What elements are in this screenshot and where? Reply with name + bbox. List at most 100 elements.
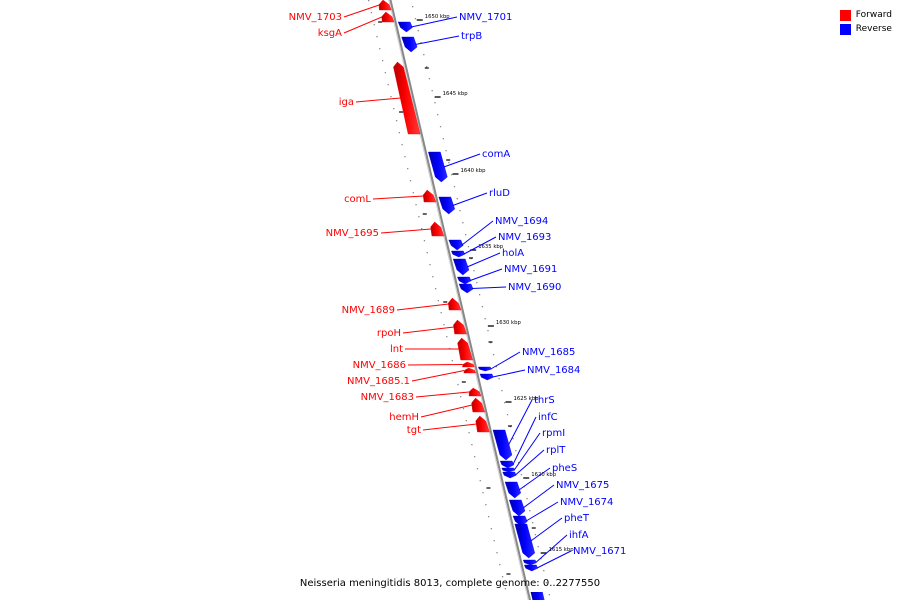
gene-label[interactable]: NMV_1686 bbox=[353, 360, 406, 371]
gene-feature[interactable] bbox=[522, 559, 537, 566]
track-dot bbox=[490, 528, 493, 530]
gene-feature[interactable] bbox=[475, 415, 490, 433]
gene-feature[interactable] bbox=[448, 297, 462, 311]
track-dot bbox=[481, 306, 484, 308]
track-dot bbox=[467, 246, 470, 248]
gene-leader-line bbox=[443, 153, 481, 168]
track-dot bbox=[531, 522, 534, 524]
genome-caption: Neisseria meningitidis 8013, complete ge… bbox=[299, 578, 601, 589]
gene-label[interactable]: NMV_1685 bbox=[522, 347, 575, 358]
gene-feature[interactable] bbox=[514, 523, 535, 559]
gene-feature[interactable] bbox=[468, 387, 482, 397]
gene-feature[interactable] bbox=[430, 221, 445, 237]
gene-feature[interactable] bbox=[508, 499, 526, 517]
gene-feature[interactable] bbox=[478, 366, 492, 372]
gene-label[interactable]: thrS bbox=[534, 395, 555, 406]
track-dot bbox=[479, 480, 481, 482]
gene-label[interactable]: rpoH bbox=[377, 328, 401, 339]
gene-feature[interactable] bbox=[504, 481, 522, 499]
gene-label[interactable]: NMV_1689 bbox=[342, 305, 395, 316]
gene-label[interactable]: lnt bbox=[390, 344, 403, 355]
track-dot bbox=[440, 312, 442, 314]
gene-label[interactable]: ihfA bbox=[569, 530, 589, 541]
track-dot bbox=[412, 6, 414, 8]
track-dot bbox=[451, 360, 453, 362]
track-dot bbox=[468, 432, 470, 434]
gene-feature[interactable] bbox=[492, 429, 513, 461]
gene-leader-line bbox=[407, 364, 463, 366]
gene-leader-line bbox=[530, 517, 563, 542]
gene-label[interactable]: NMV_1675 bbox=[556, 480, 609, 491]
gene-feature[interactable] bbox=[451, 250, 466, 258]
gene-label[interactable]: NMV_1695 bbox=[326, 228, 379, 239]
gene-feature[interactable] bbox=[458, 283, 474, 294]
gene-leader-line bbox=[411, 16, 458, 28]
gene-feature[interactable] bbox=[462, 361, 475, 368]
gene-label[interactable]: NMV_1684 bbox=[527, 365, 580, 376]
gene-label[interactable]: trpB bbox=[461, 31, 482, 42]
gene-feature[interactable] bbox=[452, 258, 470, 276]
gene-label[interactable]: NMV_1691 bbox=[504, 264, 557, 275]
gene-leader-line bbox=[415, 35, 460, 45]
gene-label[interactable]: iga bbox=[339, 97, 354, 108]
gene-feature[interactable] bbox=[524, 564, 539, 572]
legend-reverse-label: Reverse bbox=[855, 24, 892, 34]
ruler-tick-label: 1645 kbp bbox=[443, 91, 469, 97]
track-dot bbox=[520, 474, 523, 476]
gene-leader-line bbox=[512, 416, 537, 465]
track-dot bbox=[387, 84, 389, 86]
gene-label[interactable]: hemH bbox=[389, 412, 419, 423]
gene-label[interactable]: pheT bbox=[564, 513, 590, 524]
gene-label[interactable]: NMV_1674 bbox=[560, 497, 613, 508]
gene-feature[interactable] bbox=[471, 397, 486, 413]
gene-leader-line bbox=[513, 432, 541, 471]
gene-label[interactable]: NMV_1685.1 bbox=[347, 376, 410, 387]
gene-feature[interactable] bbox=[393, 61, 421, 135]
gene-feature[interactable] bbox=[401, 36, 418, 53]
gene-feature[interactable] bbox=[438, 196, 455, 215]
gene-label[interactable]: NMV_1693 bbox=[498, 232, 551, 243]
gene-feature[interactable] bbox=[422, 189, 437, 203]
track-dot bbox=[426, 252, 428, 254]
gene-label[interactable]: NMV_1701 bbox=[459, 12, 512, 23]
track-dot bbox=[442, 138, 444, 140]
gene-label[interactable]: rplT bbox=[546, 445, 566, 456]
gene-feature[interactable] bbox=[448, 239, 464, 251]
gene-label[interactable]: NMV_1694 bbox=[495, 216, 548, 227]
gene-label[interactable]: NMV_1683 bbox=[361, 392, 414, 403]
gene-feature[interactable] bbox=[502, 471, 517, 479]
gene-feature[interactable] bbox=[428, 151, 448, 183]
gene-label[interactable]: NMV_1690 bbox=[508, 282, 561, 293]
gene-label[interactable]: pheS bbox=[552, 463, 577, 474]
gene-leader-line bbox=[343, 4, 380, 18]
track-dot bbox=[499, 564, 501, 566]
gene-label[interactable]: ksgA bbox=[318, 28, 342, 39]
gene-feature[interactable] bbox=[457, 276, 472, 285]
gene-feature[interactable] bbox=[381, 11, 395, 23]
gene-feature[interactable] bbox=[479, 373, 494, 381]
gene-label[interactable]: holA bbox=[502, 248, 524, 259]
gene-label[interactable]: comA bbox=[482, 149, 510, 160]
gene-feature[interactable] bbox=[463, 367, 477, 374]
track-dot bbox=[459, 210, 461, 212]
gene-label[interactable]: tgt bbox=[407, 425, 421, 436]
gene-feature[interactable] bbox=[499, 460, 515, 469]
gene-label[interactable]: NMV_1703 bbox=[289, 12, 342, 23]
track-dot bbox=[423, 54, 425, 56]
gene-label[interactable]: comL bbox=[344, 194, 371, 205]
gene-feature[interactable] bbox=[512, 515, 528, 527]
gene-feature[interactable] bbox=[457, 337, 473, 361]
gene-feature[interactable] bbox=[453, 319, 467, 335]
track-dot bbox=[476, 282, 478, 284]
track-dot bbox=[492, 354, 495, 356]
gene-label[interactable]: infC bbox=[538, 412, 558, 423]
gene-label[interactable]: rluD bbox=[489, 188, 510, 199]
gene-feature[interactable] bbox=[501, 467, 516, 473]
gene-label[interactable]: rpmI bbox=[542, 428, 565, 439]
gene-feature[interactable] bbox=[378, 0, 392, 11]
gene-label[interactable]: NMV_1671 bbox=[573, 546, 626, 557]
gene-leader-line bbox=[355, 97, 401, 103]
track-dot bbox=[529, 510, 531, 512]
gene-feature[interactable] bbox=[397, 21, 413, 33]
